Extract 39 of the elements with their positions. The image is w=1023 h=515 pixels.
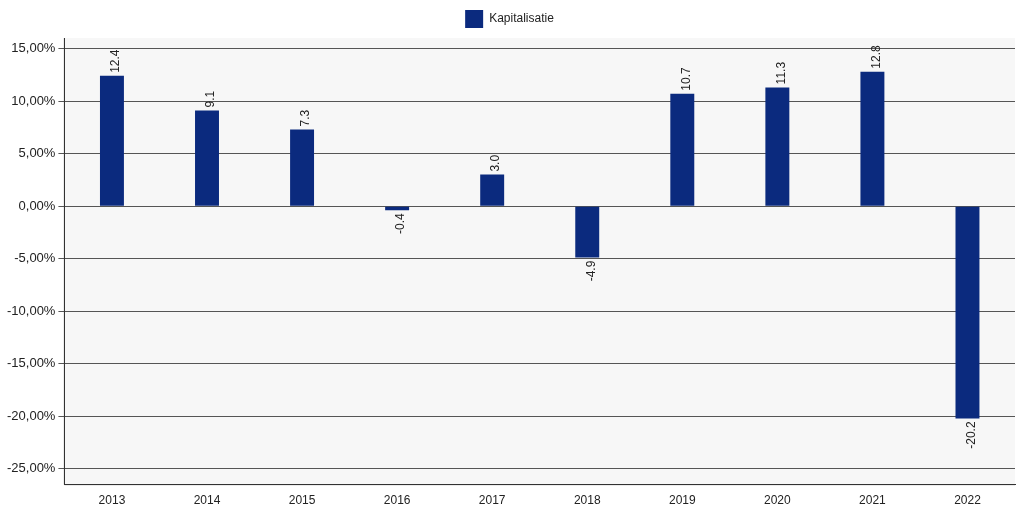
x-tick-label: 2013 bbox=[98, 493, 126, 508]
data-label: -4.9 bbox=[583, 260, 598, 282]
y-tick-label: 5,00% bbox=[18, 145, 56, 161]
y-tick-label: -15,00% bbox=[7, 355, 56, 371]
bar bbox=[290, 129, 315, 206]
x-tick-label: 2020 bbox=[764, 493, 792, 508]
legend-label: Kapitalisatie bbox=[489, 11, 555, 26]
data-label: 10.7 bbox=[678, 67, 693, 91]
data-label: 7.3 bbox=[298, 109, 313, 127]
y-tick-label: -20,00% bbox=[7, 407, 56, 423]
bar bbox=[575, 206, 600, 258]
x-tick-label: 2015 bbox=[288, 493, 316, 508]
data-label: 12.8 bbox=[868, 44, 883, 69]
data-label: 3.0 bbox=[488, 154, 503, 172]
bar bbox=[195, 110, 219, 206]
bar bbox=[765, 87, 790, 206]
data-label: 9.1 bbox=[203, 90, 218, 108]
data-label: -0.4 bbox=[393, 213, 408, 235]
x-tick-label: 2022 bbox=[954, 493, 982, 508]
y-tick-label: -25,00% bbox=[7, 460, 56, 476]
data-label: 11.3 bbox=[773, 61, 788, 85]
x-tick-label: 2017 bbox=[478, 493, 506, 508]
bar bbox=[480, 174, 505, 206]
x-tick-label: 2019 bbox=[668, 493, 696, 508]
y-tick-label: 10,00% bbox=[11, 92, 56, 108]
y-tick-label: -10,00% bbox=[7, 302, 56, 318]
bar bbox=[955, 206, 980, 419]
data-label: 12.4 bbox=[108, 49, 123, 73]
y-tick-label: 0,00% bbox=[18, 197, 56, 213]
bar bbox=[99, 75, 124, 206]
data-label: -20.2 bbox=[963, 421, 978, 449]
y-tick-label: -5,00% bbox=[14, 250, 56, 266]
x-tick-label: 2021 bbox=[859, 493, 887, 508]
x-tick-label: 2018 bbox=[573, 493, 601, 508]
y-tick-label: 15,00% bbox=[11, 40, 56, 56]
x-tick-label: 2016 bbox=[383, 493, 411, 508]
bar bbox=[670, 93, 695, 206]
x-tick-label: 2014 bbox=[193, 493, 221, 508]
bar bbox=[860, 71, 885, 206]
